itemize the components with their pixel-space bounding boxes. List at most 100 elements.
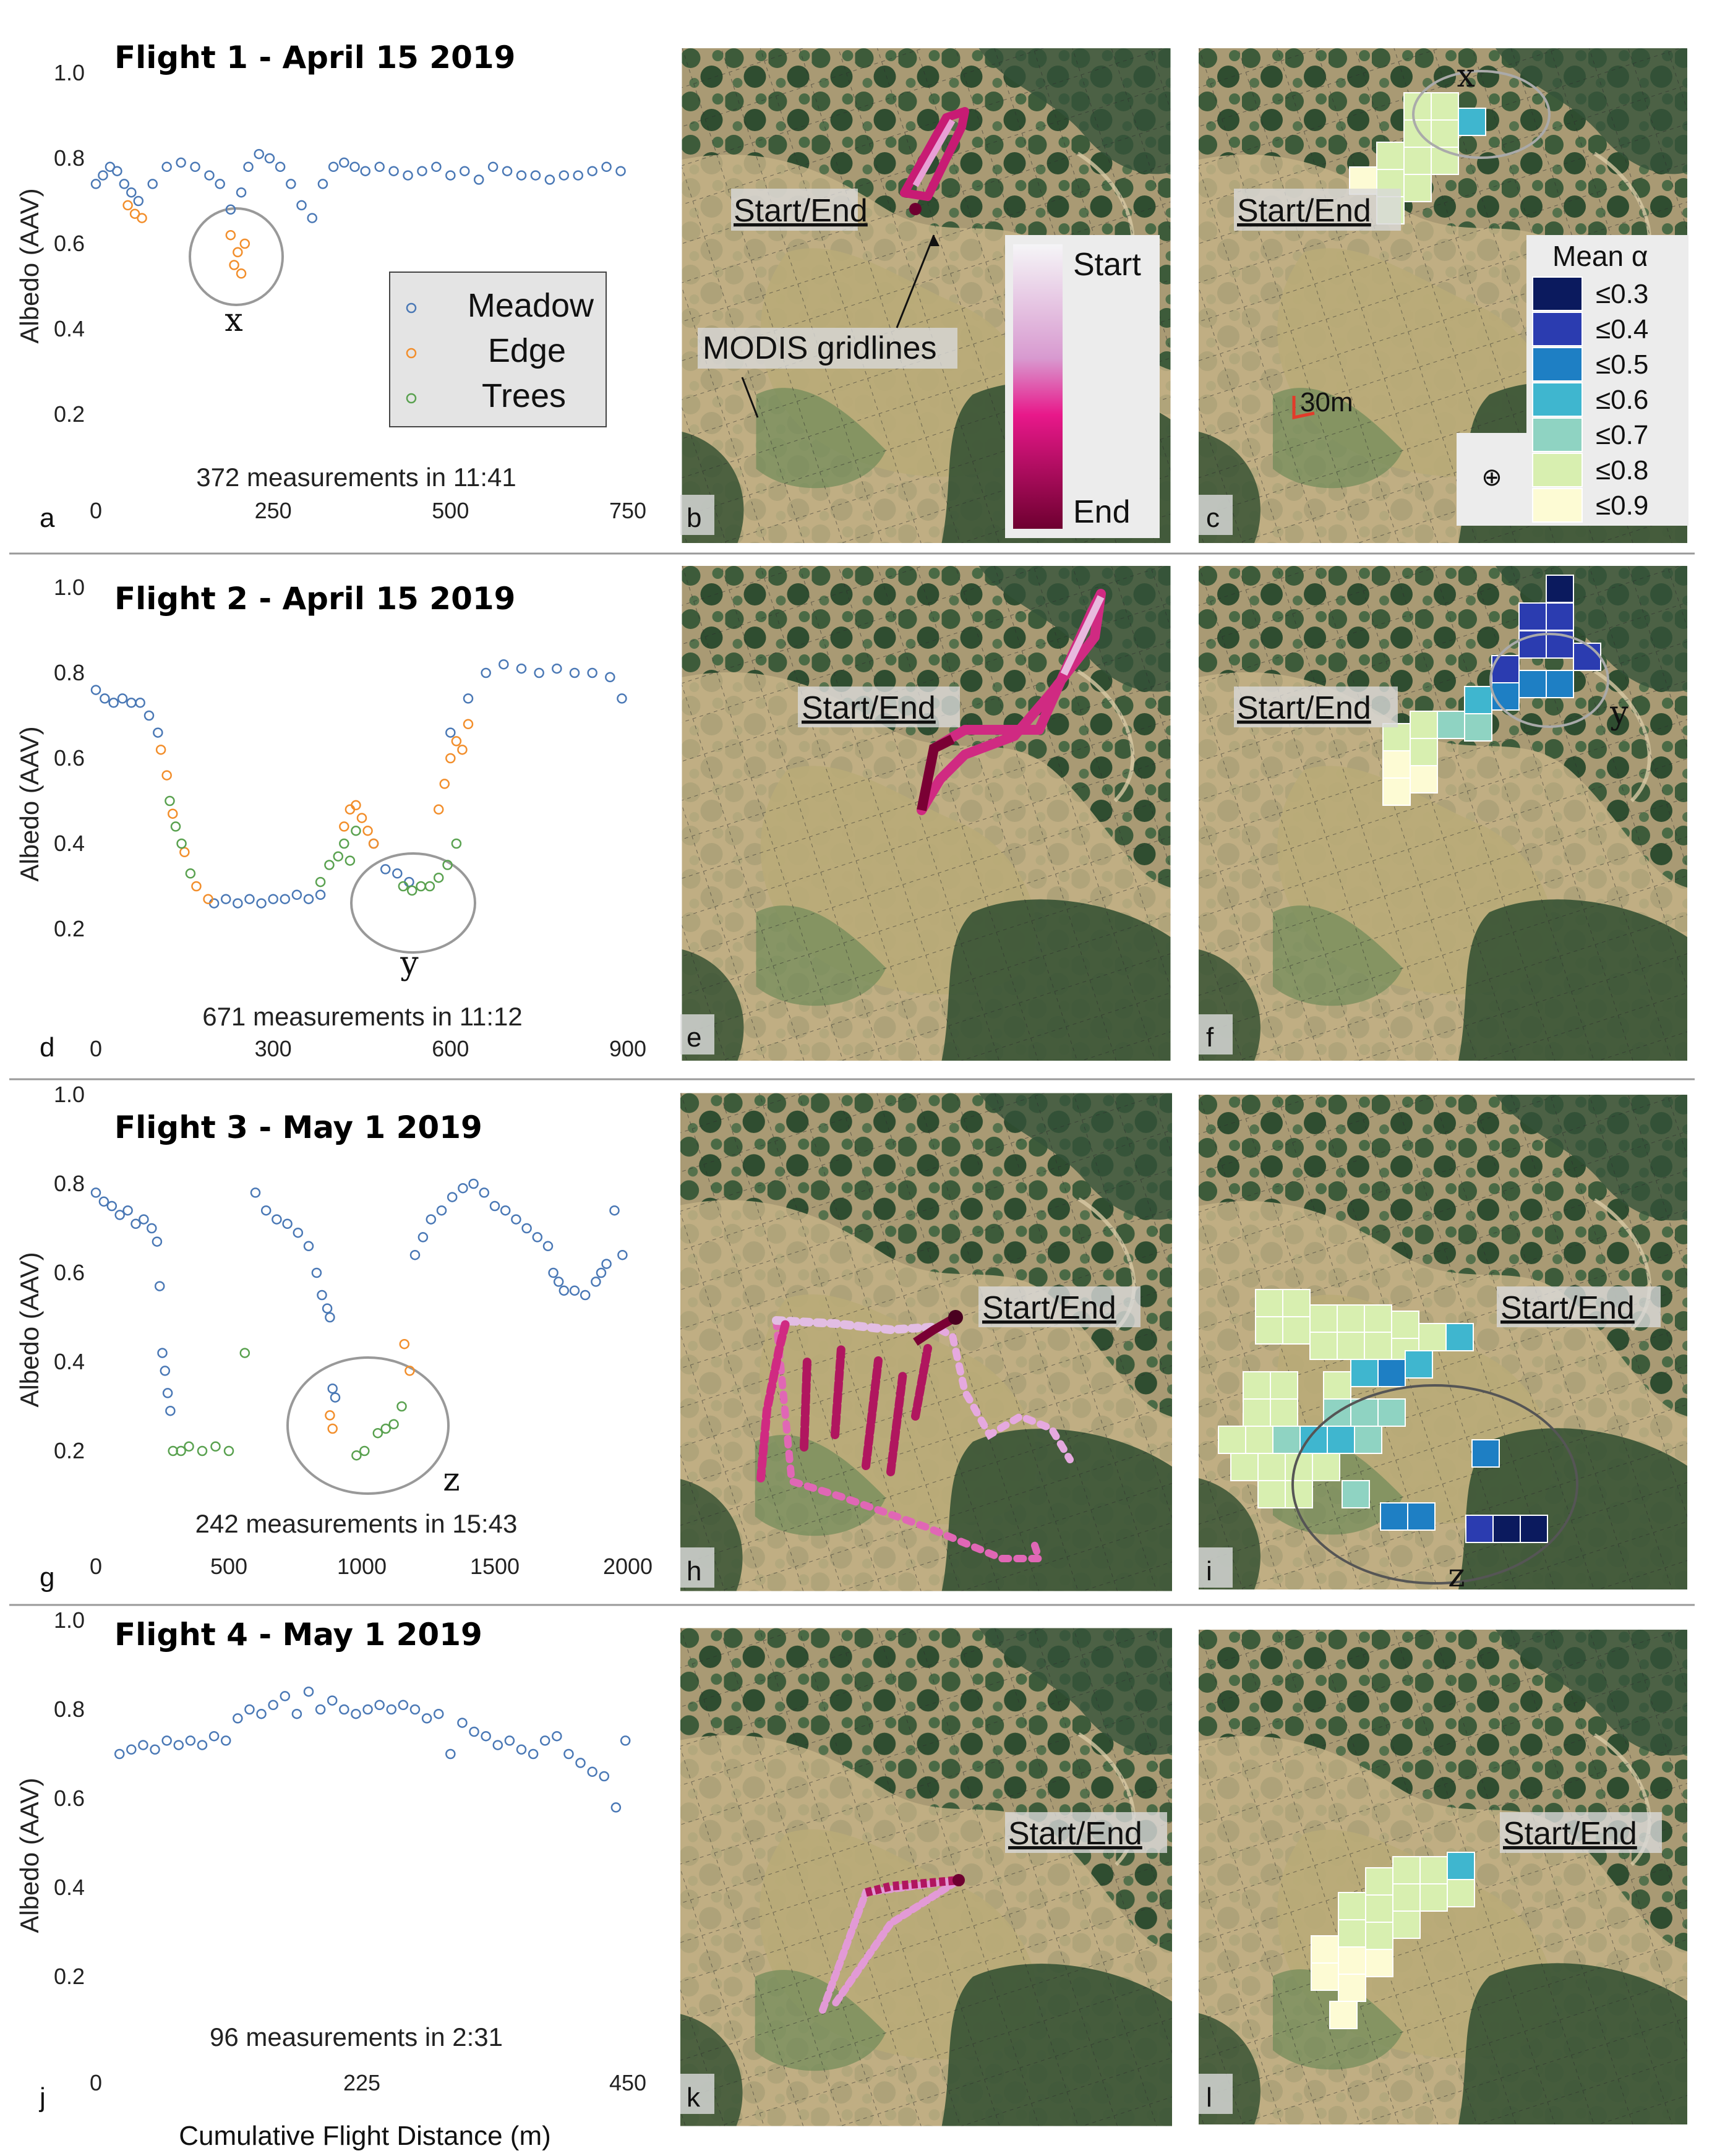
- mean-legend-items: ≤0.3 ≤0.4 ≤0.5 ≤0.6 ≤0.7 ≤0.8 ≤0.9: [1532, 276, 1648, 523]
- data-point-meadow: [610, 1802, 622, 1813]
- data-point-meadow: [131, 1218, 141, 1230]
- mean-legend-label: ≤0.3: [1596, 279, 1648, 309]
- data-point-meadow: [135, 698, 145, 708]
- data-point-meadow: [208, 898, 220, 909]
- data-point-meadow: [409, 1249, 421, 1260]
- panel-letter-a: a: [40, 503, 55, 533]
- data-point-meadow: [280, 1691, 291, 1701]
- data-point-meadow: [114, 1210, 125, 1220]
- data-point-edge: [325, 1410, 335, 1421]
- data-point-meadow: [617, 1249, 628, 1260]
- data-point-edge: [122, 200, 133, 211]
- x-tick-label: 900: [609, 1036, 646, 1061]
- data-point-meadow: [374, 161, 385, 173]
- data-point-meadow: [388, 166, 399, 176]
- legend-box: [389, 272, 607, 427]
- data-point-meadow: [445, 1748, 456, 1760]
- y-tick-label: 0.8: [54, 145, 85, 171]
- data-point-meadow: [282, 1218, 293, 1230]
- mean-legend-label: ≤0.8: [1596, 455, 1648, 486]
- time-legend: Start End: [1005, 235, 1160, 538]
- data-point-meadow: [521, 1223, 532, 1234]
- data-point-meadow: [516, 1744, 527, 1755]
- data-point-meadow: [208, 1730, 220, 1742]
- start-end-label: Start/End: [982, 1290, 1116, 1326]
- data-point-meadow: [126, 187, 137, 198]
- data-point-meadow: [138, 1740, 148, 1750]
- annotation-y: y: [1609, 695, 1629, 732]
- x-tick-label: 250: [255, 498, 292, 523]
- mean-albedo-grid: [1311, 1852, 1475, 2029]
- data-point-meadow: [569, 667, 580, 678]
- data-point-edge: [191, 881, 202, 892]
- data-point-meadow: [256, 898, 267, 909]
- panel-letter-k: k: [687, 2082, 701, 2113]
- flight-track-end: [865, 1876, 959, 1897]
- annotation-z: z: [1448, 1557, 1465, 1594]
- mean-legend-label: ≤0.6: [1596, 385, 1648, 415]
- data-point-trees: [239, 1348, 250, 1358]
- data-point-meadow: [532, 1232, 543, 1243]
- label-bg: [698, 328, 957, 369]
- y-tick-label: 0.6: [54, 1786, 85, 1811]
- data-point-meadow: [591, 1277, 601, 1287]
- data-point-meadow: [544, 174, 555, 185]
- data-point-meadow: [609, 1205, 620, 1216]
- data-point-meadow: [293, 1227, 304, 1238]
- mean-legend-swatch: [1532, 347, 1583, 382]
- data-point-meadow: [569, 1285, 580, 1296]
- annotation-x: x: [1457, 58, 1474, 95]
- data-point-trees: [315, 876, 326, 888]
- north-arrow-icon: ⊕: [1481, 464, 1502, 491]
- x-tick-label: 0: [90, 1554, 102, 1579]
- data-point-trees: [170, 821, 181, 832]
- data-point-meadow: [108, 698, 119, 708]
- data-point-meadow: [457, 1718, 468, 1728]
- data-point-meadow: [431, 161, 442, 173]
- data-point-meadow: [481, 667, 491, 678]
- data-point-meadow: [374, 1700, 385, 1711]
- map-panel-h: Start/End h: [680, 1093, 1172, 1591]
- data-point-meadow: [380, 864, 391, 875]
- panel-letter-b: b: [687, 503, 701, 533]
- data-point-meadow: [325, 1312, 335, 1323]
- data-point-meadow: [133, 195, 144, 207]
- data-point-meadow: [176, 157, 186, 168]
- data-point-meadow: [307, 213, 317, 223]
- mean-legend-swatch: [1532, 276, 1583, 311]
- data-point-edge: [445, 753, 456, 764]
- data-point-meadow: [511, 1214, 521, 1225]
- label-bg: [1497, 1286, 1661, 1327]
- x-tick-label: 450: [609, 2070, 646, 2095]
- data-point-meadow: [553, 1277, 564, 1287]
- start-end-label: Start/End: [1500, 1290, 1635, 1326]
- data-point-trees: [351, 1450, 362, 1461]
- highlight-circle-x: [1412, 70, 1551, 159]
- data-point-meadow: [244, 1704, 255, 1715]
- data-point-edge: [451, 736, 462, 746]
- label-bg: [1500, 1812, 1662, 1853]
- data-point-meadow: [575, 1758, 586, 1768]
- data-point-meadow: [421, 1713, 432, 1724]
- panel-letter-c: c: [1206, 503, 1220, 533]
- data-point-meadow: [143, 710, 155, 721]
- data-point-meadow: [426, 1214, 437, 1225]
- y-tick-label: 0.2: [54, 916, 85, 941]
- highlight-circle-z: [286, 1356, 450, 1495]
- data-point-trees: [351, 826, 361, 836]
- data-point-meadow: [190, 161, 200, 173]
- legend-label-edge: Edge: [488, 332, 566, 369]
- panel-letter-f: f: [1206, 1022, 1214, 1053]
- start-end-label: Start/End: [1237, 690, 1371, 726]
- data-point-trees: [451, 838, 462, 849]
- mean-legend-swatch: [1532, 382, 1583, 417]
- legend: Meadow Edge Trees: [389, 272, 607, 427]
- data-point-edge: [161, 770, 172, 781]
- data-point-meadow: [587, 166, 597, 176]
- north-arrow-box: [1457, 433, 1528, 526]
- data-point-trees: [184, 1441, 194, 1452]
- label-bg: [978, 1286, 1141, 1327]
- flight-track-start: [1060, 595, 1105, 676]
- data-point-meadow: [392, 868, 403, 879]
- data-point-edge: [356, 813, 367, 823]
